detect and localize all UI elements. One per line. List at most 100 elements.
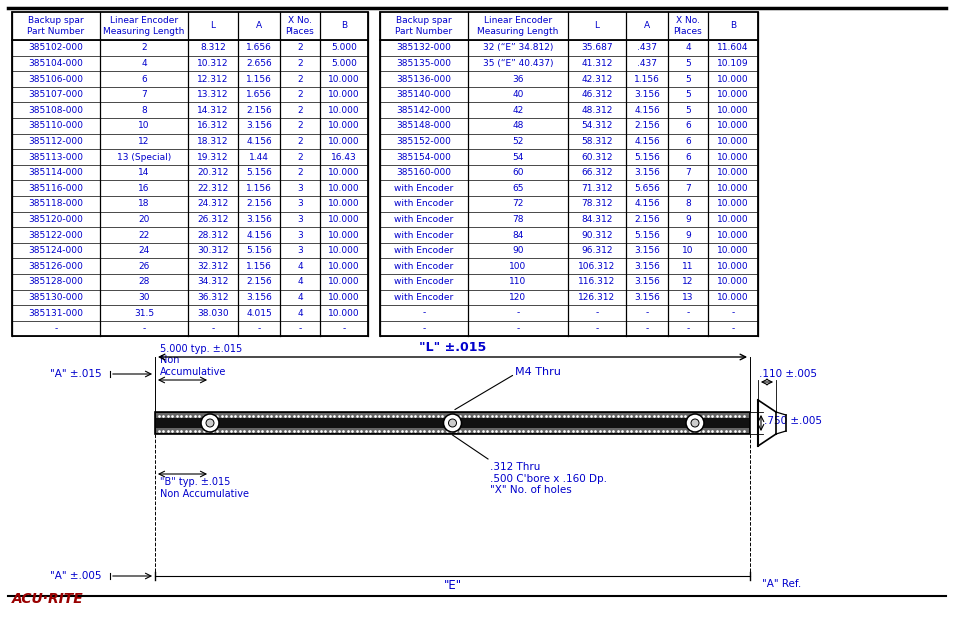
Text: 10.000: 10.000: [328, 246, 359, 255]
Text: ACU·RITE: ACU·RITE: [12, 592, 84, 606]
Text: 385154-000: 385154-000: [396, 153, 451, 161]
Text: B: B: [729, 22, 736, 30]
Text: 10.000: 10.000: [717, 184, 748, 193]
Circle shape: [685, 414, 703, 432]
Text: 3.156: 3.156: [246, 293, 272, 302]
Text: 385142-000: 385142-000: [396, 106, 451, 115]
Text: 4: 4: [141, 59, 147, 68]
Text: with Encoder: with Encoder: [394, 199, 453, 208]
Text: "A" Ref.: "A" Ref.: [761, 579, 801, 589]
Text: Backup spar
Part Number: Backup spar Part Number: [28, 16, 85, 36]
Text: 32 (“E” 34.812): 32 (“E” 34.812): [482, 43, 553, 53]
Text: with Encoder: with Encoder: [394, 261, 453, 271]
Text: 10: 10: [138, 121, 150, 130]
Text: 3.156: 3.156: [634, 246, 659, 255]
Text: 1.156: 1.156: [246, 184, 272, 193]
Circle shape: [206, 419, 213, 427]
Text: 10.000: 10.000: [717, 215, 748, 224]
Text: 65: 65: [512, 184, 523, 193]
Text: A: A: [255, 22, 262, 30]
Text: 14: 14: [138, 168, 150, 177]
Text: "A" ±.005: "A" ±.005: [50, 571, 101, 581]
Text: 385140-000: 385140-000: [396, 90, 451, 99]
Text: -: -: [516, 324, 519, 333]
Text: 385116-000: 385116-000: [29, 184, 84, 193]
Text: 71.312: 71.312: [580, 184, 612, 193]
Text: 24: 24: [138, 246, 150, 255]
Text: 4: 4: [297, 308, 302, 318]
Text: 385136-000: 385136-000: [396, 75, 451, 83]
Text: 12.312: 12.312: [197, 75, 229, 83]
Text: 385112-000: 385112-000: [29, 137, 83, 146]
Text: 2.656: 2.656: [246, 59, 272, 68]
Text: 4.015: 4.015: [246, 308, 272, 318]
Text: 30: 30: [138, 293, 150, 302]
Text: 31.5: 31.5: [133, 308, 153, 318]
Text: "L" ±.015: "L" ±.015: [418, 341, 486, 354]
Text: 24.312: 24.312: [197, 199, 229, 208]
Text: 4: 4: [297, 261, 302, 271]
Text: 3: 3: [296, 246, 302, 255]
Text: 10.000: 10.000: [717, 199, 748, 208]
Text: 385122-000: 385122-000: [29, 231, 83, 240]
Text: 2: 2: [297, 153, 302, 161]
Text: 32.312: 32.312: [197, 261, 229, 271]
Text: X No.
Places: X No. Places: [673, 16, 701, 36]
Text: -: -: [731, 324, 734, 333]
Text: 1.656: 1.656: [246, 90, 272, 99]
Text: 10.000: 10.000: [717, 153, 748, 161]
Text: 10.109: 10.109: [717, 59, 748, 68]
Text: .750 ±.005: .750 ±.005: [763, 416, 821, 426]
Text: 48.312: 48.312: [580, 106, 612, 115]
Circle shape: [690, 419, 699, 427]
Bar: [154, 412, 749, 434]
Text: 28.312: 28.312: [197, 231, 229, 240]
Text: 3.156: 3.156: [634, 293, 659, 302]
Text: 385118-000: 385118-000: [29, 199, 84, 208]
Text: 30.312: 30.312: [197, 246, 229, 255]
Text: 7: 7: [684, 168, 690, 177]
Text: 6: 6: [684, 137, 690, 146]
Text: 5.156: 5.156: [246, 168, 272, 177]
Text: 385102-000: 385102-000: [29, 43, 83, 53]
Text: 35 (“E” 40.437): 35 (“E” 40.437): [482, 59, 553, 68]
Text: 10.000: 10.000: [328, 277, 359, 286]
Text: 4.156: 4.156: [634, 106, 659, 115]
Text: 2.156: 2.156: [634, 121, 659, 130]
Text: 16: 16: [138, 184, 150, 193]
Text: 12: 12: [138, 137, 150, 146]
Text: 54.312: 54.312: [580, 121, 612, 130]
Text: 42.312: 42.312: [580, 75, 612, 83]
Text: 41.312: 41.312: [580, 59, 612, 68]
Text: 385108-000: 385108-000: [29, 106, 84, 115]
Text: 126.312: 126.312: [578, 293, 615, 302]
Text: 385135-000: 385135-000: [396, 59, 451, 68]
Text: 10.000: 10.000: [717, 137, 748, 146]
Text: 36.312: 36.312: [197, 293, 229, 302]
Text: 1.156: 1.156: [246, 75, 272, 83]
Text: -: -: [685, 308, 689, 318]
Text: -: -: [142, 324, 146, 333]
Text: Backup spar
Part Number: Backup spar Part Number: [395, 16, 452, 36]
Text: 10.000: 10.000: [328, 308, 359, 318]
Text: 60: 60: [512, 168, 523, 177]
Text: -: -: [298, 324, 301, 333]
Text: 22: 22: [138, 231, 150, 240]
Text: 3: 3: [296, 231, 302, 240]
Bar: [379, 12, 758, 336]
Text: 8.312: 8.312: [200, 43, 226, 53]
Text: 6: 6: [684, 121, 690, 130]
Text: 10.000: 10.000: [328, 261, 359, 271]
Text: 2: 2: [297, 75, 302, 83]
Text: 10.000: 10.000: [717, 277, 748, 286]
Text: 90.312: 90.312: [580, 231, 612, 240]
Text: 7: 7: [141, 90, 147, 99]
Text: with Encoder: with Encoder: [394, 231, 453, 240]
Text: 13.312: 13.312: [197, 90, 229, 99]
Text: 5.156: 5.156: [634, 231, 659, 240]
Text: 34.312: 34.312: [197, 277, 229, 286]
Text: 5.000: 5.000: [331, 59, 356, 68]
Text: 96.312: 96.312: [580, 246, 612, 255]
Text: 10.000: 10.000: [328, 199, 359, 208]
Text: 11: 11: [681, 261, 693, 271]
